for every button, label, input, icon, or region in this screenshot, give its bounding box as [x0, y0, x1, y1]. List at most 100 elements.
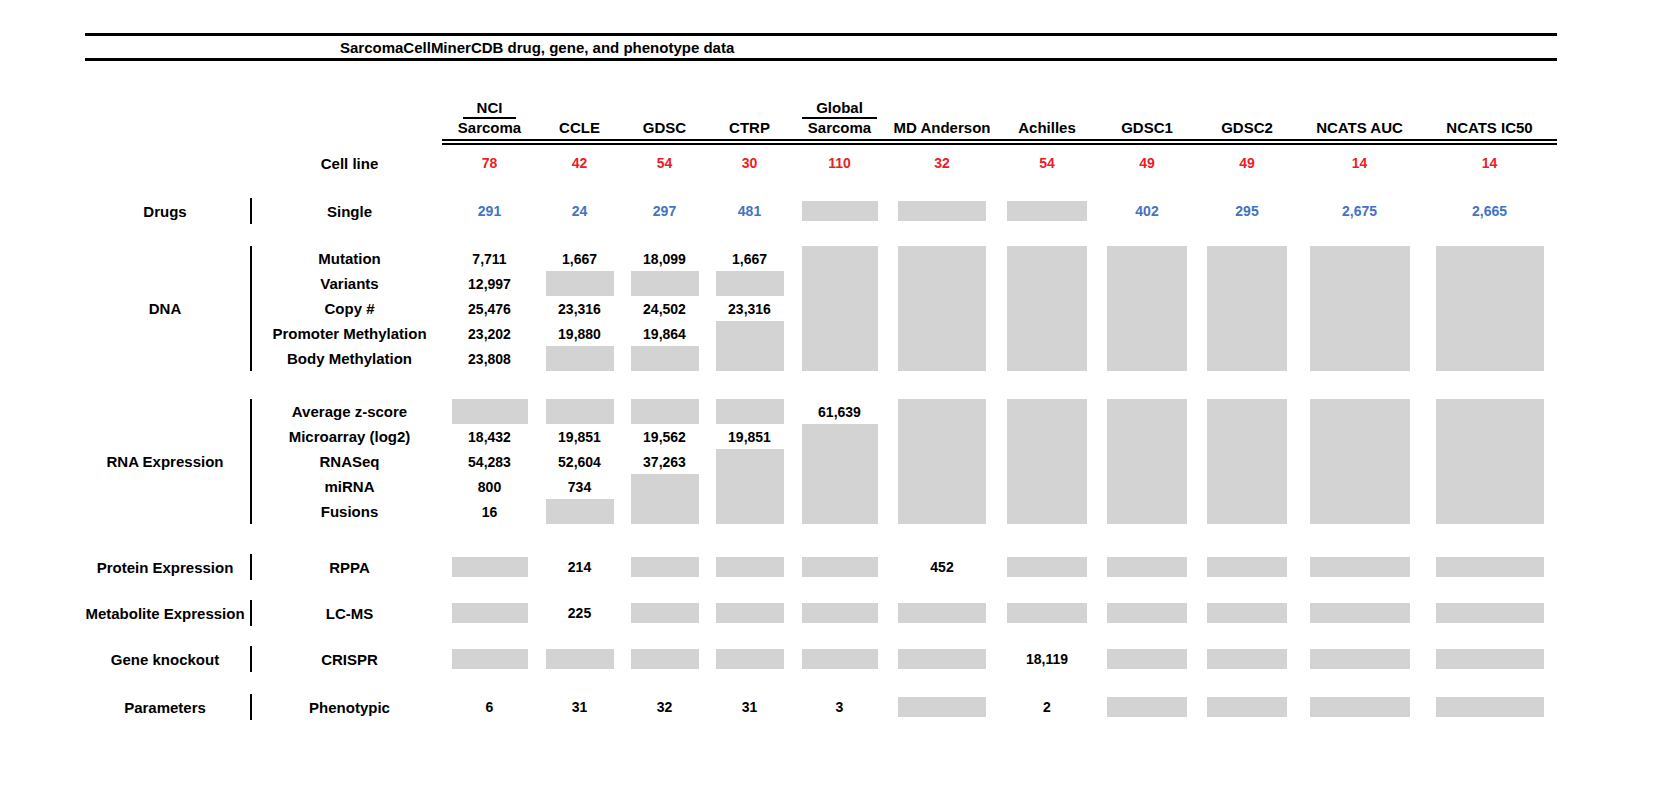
missing-data-cell: [1197, 346, 1297, 371]
missing-data-block: [1207, 557, 1287, 577]
data-value: 37,263: [622, 454, 707, 470]
missing-data-block: [898, 649, 986, 669]
row-label-promoter-methylation: Promoter Methylation: [257, 325, 442, 342]
missing-data-block: [802, 474, 878, 499]
missing-data-cell: [792, 474, 887, 499]
missing-data-cell: [1097, 321, 1197, 346]
missing-data-block: [1107, 557, 1187, 577]
missing-data-block: [1436, 346, 1544, 371]
missing-data-block: [1107, 697, 1187, 717]
data-value: 225: [537, 605, 622, 621]
missing-data-cell: [622, 499, 707, 524]
data-value: 291: [442, 203, 537, 219]
missing-data-block: [1436, 499, 1544, 524]
missing-data-block: [1207, 346, 1287, 371]
missing-data-cell: [1197, 424, 1297, 449]
cell-line-count: 32: [887, 155, 997, 171]
missing-data-block: [898, 321, 986, 346]
missing-data-block: [1207, 649, 1287, 669]
missing-data-block: [1007, 499, 1087, 524]
missing-data-cell: [1097, 399, 1197, 424]
missing-data-cell: [1097, 499, 1197, 524]
data-value: 19,851: [707, 429, 792, 445]
data-value: 19,880: [537, 326, 622, 342]
data-value: 452: [887, 559, 997, 575]
missing-data-cell: [1097, 694, 1197, 720]
header-double-rule: [442, 139, 1557, 145]
missing-data-block: [1310, 346, 1410, 371]
missing-data-cell: [997, 474, 1097, 499]
column-header-label: CCLE: [559, 119, 600, 137]
data-value: 7,711: [442, 251, 537, 267]
cell-line-count: 14: [1297, 155, 1422, 171]
section-parameters: ParametersPhenotypic631323132: [85, 694, 1557, 720]
column-header-label: MD Anderson: [894, 119, 991, 137]
category-label-drugs: Drugs: [85, 203, 245, 220]
missing-data-cell: [622, 399, 707, 424]
missing-data-block: [631, 557, 699, 577]
missing-data-block: [802, 296, 878, 321]
missing-data-cell: [1422, 296, 1557, 321]
missing-data-block: [802, 557, 878, 577]
missing-data-block: [452, 603, 528, 623]
missing-data-cell: [997, 424, 1097, 449]
missing-data-cell: [707, 271, 792, 296]
missing-data-cell: [1297, 271, 1422, 296]
missing-data-cell: [1197, 474, 1297, 499]
missing-data-block: [898, 424, 986, 449]
data-value: 3: [792, 699, 887, 715]
missing-data-block: [546, 346, 614, 371]
data-value: 734: [537, 479, 622, 495]
missing-data-cell: [707, 646, 792, 672]
data-value: 214: [537, 559, 622, 575]
missing-data-block: [1310, 246, 1410, 271]
missing-data-block: [716, 499, 784, 524]
data-value: 12,997: [442, 276, 537, 292]
missing-data-block: [1107, 271, 1187, 296]
missing-data-cell: [1197, 554, 1297, 580]
missing-data-block: [1107, 246, 1187, 271]
column-header-row: NCISarcomaCCLEGDSCCTRPGlobalSarcomaMD An…: [85, 99, 1557, 137]
column-header-label: NCATS AUC: [1316, 119, 1403, 137]
column-header-top-word: NCI: [463, 99, 517, 119]
section-gene-knockout: Gene knockoutCRISPR18,119: [85, 646, 1557, 672]
missing-data-cell: [887, 449, 997, 474]
missing-data-block: [802, 201, 878, 221]
row-label-lc-ms: LC-MS: [257, 605, 442, 622]
data-value: 23,316: [707, 301, 792, 317]
missing-data-cell: [792, 198, 887, 224]
data-value: 61,639: [792, 404, 887, 420]
missing-data-cell: [707, 554, 792, 580]
row-label-copy-: Copy #: [257, 300, 442, 317]
missing-data-cell: [707, 600, 792, 626]
cell-line-count: 54: [622, 155, 707, 171]
data-value: 18,099: [622, 251, 707, 267]
missing-data-block: [802, 603, 878, 623]
missing-data-block: [1107, 399, 1187, 424]
section-separator-bar: [250, 600, 252, 626]
cell-line-label: Cell line: [257, 155, 442, 172]
column-header-md-anderson: MD Anderson: [887, 99, 997, 137]
missing-data-cell: [887, 271, 997, 296]
column-header-gdsc: GDSC: [622, 99, 707, 137]
missing-data-block: [1007, 201, 1087, 221]
missing-data-cell: [997, 246, 1097, 271]
missing-data-block: [1436, 603, 1544, 623]
row-label-phenotypic: Phenotypic: [257, 699, 442, 716]
missing-data-block: [1207, 271, 1287, 296]
missing-data-cell: [1097, 449, 1197, 474]
section-protein-expression: Protein ExpressionRPPA214452: [85, 554, 1557, 580]
missing-data-cell: [1097, 646, 1197, 672]
missing-data-cell: [707, 346, 792, 371]
data-value: 18,119: [997, 651, 1097, 667]
missing-data-block: [631, 499, 699, 524]
data-value: 6: [442, 699, 537, 715]
missing-data-block: [1007, 296, 1087, 321]
missing-data-block: [631, 649, 699, 669]
cell-line-count: 14: [1422, 155, 1557, 171]
missing-data-cell: [442, 600, 537, 626]
section-separator-bar: [250, 399, 252, 524]
row-label-average-z-score: Average z-score: [257, 403, 442, 420]
missing-data-block: [898, 603, 986, 623]
missing-data-block: [898, 399, 986, 424]
